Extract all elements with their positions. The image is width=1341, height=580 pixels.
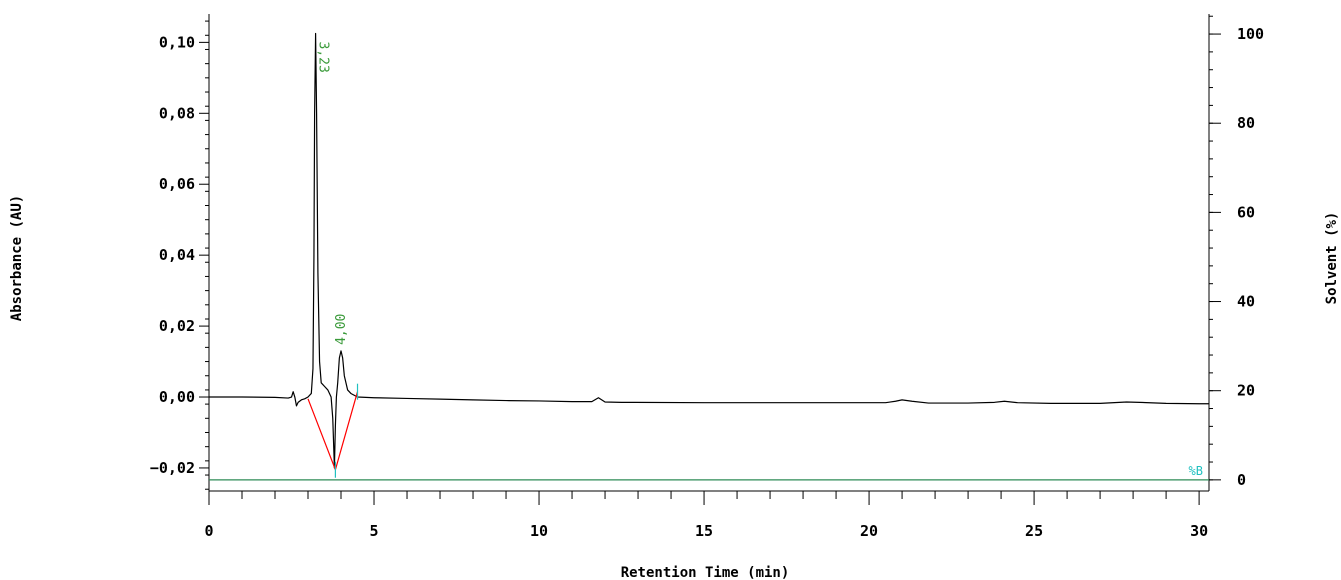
x-tick-label: 15 <box>695 522 713 540</box>
absorbance-series-line <box>209 32 1209 469</box>
solvent-series-label: %B <box>1189 464 1203 478</box>
x-tick-label: 20 <box>860 522 878 540</box>
y-tick-label: 0,02 <box>159 317 195 335</box>
y2-tick-label: 60 <box>1237 203 1255 221</box>
x-tick-label: 25 <box>1025 522 1043 540</box>
x-axis-title: Retention Time (min) <box>621 565 790 580</box>
y-tick-label: 0,04 <box>159 246 195 264</box>
y2-tick-label: 40 <box>1237 293 1255 311</box>
y2-tick-label: 100 <box>1237 25 1264 43</box>
tick-labels: −0,02 0,00 0,02 0,04 0,06 0,08 0,10 0 20 40 60 80 10… <box>150 25 1264 540</box>
x-tick-label: 10 <box>530 522 548 540</box>
y2-axis-title: Solvent (%) <box>1324 212 1340 305</box>
axes <box>199 14 1221 505</box>
y2-tick-label: 80 <box>1237 114 1255 132</box>
peak-label: 3,23 <box>316 42 331 73</box>
y-axis-title: Absorbance (AU) <box>9 195 25 321</box>
x-tick-label: 0 <box>204 522 213 540</box>
x-tick-label: 30 <box>1190 522 1208 540</box>
y-tick-label: 0,10 <box>159 33 195 51</box>
y-tick-label: −0,02 <box>150 459 195 477</box>
x-tick-label: 5 <box>370 522 379 540</box>
y2-tick-label: 0 <box>1237 471 1246 489</box>
y2-tick-label: 20 <box>1237 382 1255 400</box>
plot-area: %B 3,23 4,00 <box>209 32 1209 481</box>
y-tick-label: 0,06 <box>159 175 195 193</box>
y-tick-label: 0,08 <box>159 104 195 122</box>
y-tick-label: 0,00 <box>159 388 195 406</box>
peak-label: 4,00 <box>334 314 349 345</box>
